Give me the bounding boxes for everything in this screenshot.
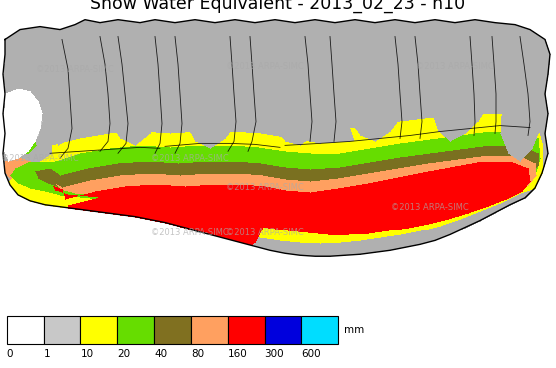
- Text: ©2013 ARPA-SIMC: ©2013 ARPA-SIMC: [151, 228, 229, 237]
- Text: 10: 10: [81, 349, 93, 359]
- Text: 20: 20: [117, 349, 131, 359]
- Text: ©2013 ARPA-SIMC: ©2013 ARPA-SIMC: [1, 154, 79, 163]
- Bar: [191, 316, 228, 344]
- Bar: [265, 316, 301, 344]
- Text: 80: 80: [191, 349, 204, 359]
- Bar: [117, 316, 154, 344]
- Text: 40: 40: [154, 349, 167, 359]
- Bar: [228, 316, 265, 344]
- Text: 300: 300: [265, 349, 284, 359]
- Text: 0: 0: [7, 349, 13, 359]
- Bar: [7, 316, 43, 344]
- Text: ©2013 ARPA-SIMC: ©2013 ARPA-SIMC: [226, 62, 304, 71]
- Text: ©2013 ARPA-SIMC: ©2013 ARPA-SIMC: [416, 62, 494, 71]
- Text: 160: 160: [228, 349, 247, 359]
- Text: 1: 1: [43, 349, 50, 359]
- Text: ©2013 ARPA-SIMC: ©2013 ARPA-SIMC: [226, 228, 304, 237]
- Bar: [81, 316, 117, 344]
- Title: Snow Water Equivalent - 2013_02_23 - h10: Snow Water Equivalent - 2013_02_23 - h10: [91, 0, 465, 13]
- Text: ©2013 ARPA-SIMC: ©2013 ARPA-SIMC: [151, 154, 229, 163]
- Bar: [43, 316, 81, 344]
- Text: mm: mm: [344, 325, 365, 335]
- Text: ©2013 ARPA-SIMC: ©2013 ARPA-SIMC: [226, 183, 304, 192]
- Text: ©2013 ARPA-SIMC: ©2013 ARPA-SIMC: [36, 65, 114, 74]
- Text: 600: 600: [301, 349, 321, 359]
- Bar: [154, 316, 191, 344]
- Text: ©2013 ARPA-SIMC: ©2013 ARPA-SIMC: [391, 203, 469, 212]
- Bar: [301, 316, 338, 344]
